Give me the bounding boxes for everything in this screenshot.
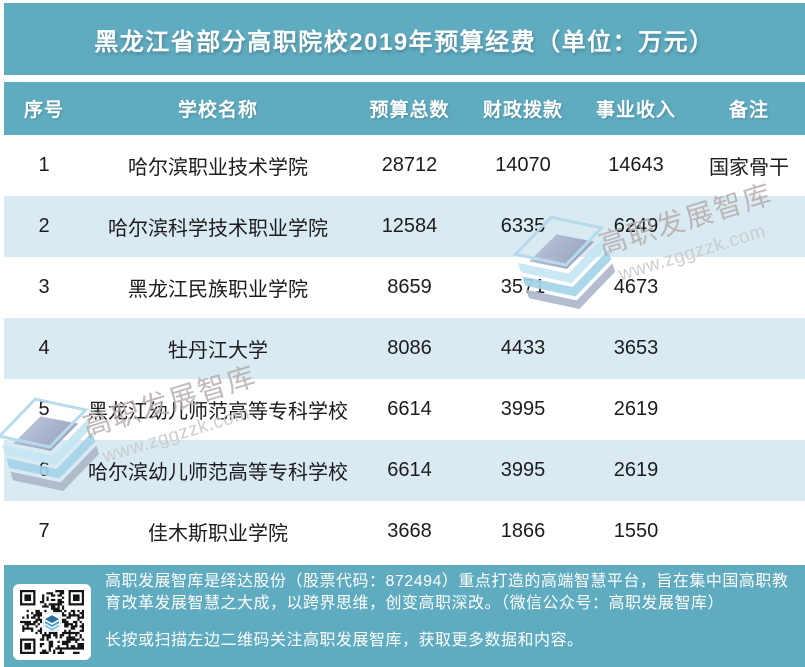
cell-index: 1 <box>38 154 50 176</box>
cell-fiscal-allocation: 4433 <box>500 337 546 359</box>
divider <box>0 75 805 82</box>
cell-index: 6 <box>38 459 50 481</box>
cell-index: 3 <box>38 276 50 298</box>
footer-text: 高职发展智库是绎达股份（股票代码：872494）重点打造的高端智慧平台，旨在集中… <box>105 571 793 652</box>
cell-business-income: 3653 <box>613 337 659 359</box>
table-row: 6 哈尔滨幼儿师范高等专科学校 6614 3995 2619 <box>4 440 805 501</box>
cell-index: 5 <box>38 398 50 420</box>
cell-fiscal-allocation: 1866 <box>500 520 546 542</box>
cell-index: 4 <box>38 337 50 359</box>
cell-budget-total: 6614 <box>387 459 432 481</box>
cell-school: 哈尔滨科学技术职业学院 <box>108 218 328 240</box>
header-fiscal-allocation: 财政拨款 <box>482 100 563 121</box>
footer-banner: 高职发展智库是绎达股份（股票代码：872494）重点打造的高端智慧平台，旨在集中… <box>4 565 805 667</box>
qr-code <box>13 584 91 660</box>
title-bar: 黑龙江省部分高职院校2019年预算经费（单位：万元） <box>4 3 805 75</box>
header-school: 学校名称 <box>177 100 258 121</box>
footer-about: 高职发展智库是绎达股份（股票代码：872494）重点打造的高端智慧平台，旨在集中… <box>105 573 789 612</box>
cell-index: 2 <box>38 215 50 237</box>
cell-budget-total: 28712 <box>381 154 438 176</box>
cell-fiscal-allocation: 3995 <box>500 459 546 481</box>
cell-fiscal-allocation: 6335 <box>500 215 546 237</box>
cell-school: 哈尔滨职业技术学院 <box>128 157 308 179</box>
cell-school: 佳木斯职业学院 <box>148 523 288 545</box>
cell-budget-total: 3668 <box>387 520 432 542</box>
qr-code-image <box>20 590 84 654</box>
table-row: 5 黑龙江幼儿师范高等专科学校 6614 3995 2619 <box>4 379 805 440</box>
table-row: 7 佳木斯职业学院 3668 1866 1550 <box>4 501 805 562</box>
qr-center-logo <box>43 613 61 631</box>
cell-school: 牡丹江大学 <box>168 340 268 362</box>
header-note: 备注 <box>728 100 769 121</box>
header-budget-total: 预算总数 <box>369 100 450 121</box>
table-row: 2 哈尔滨科学技术职业学院 12584 6335 6249 <box>4 196 805 257</box>
budget-table: 序号 学校名称 预算总数 财政拨款 事业收入 备注 1 哈尔滨职业技术学院 28… <box>4 82 805 562</box>
cell-business-income: 4673 <box>613 276 659 298</box>
cell-business-income: 6249 <box>613 215 659 237</box>
cell-budget-total: 6614 <box>387 398 432 420</box>
cell-business-income: 1550 <box>613 520 659 542</box>
cell-business-income: 2619 <box>613 398 659 420</box>
table-row: 1 哈尔滨职业技术学院 28712 14070 14643 国家骨干 <box>4 135 805 196</box>
table-row: 4 牡丹江大学 8086 4433 3653 <box>4 318 805 379</box>
cell-budget-total: 8659 <box>387 276 432 298</box>
cell-business-income: 14643 <box>608 154 664 176</box>
cell-fiscal-allocation: 3571 <box>500 276 546 298</box>
cell-fiscal-allocation: 14070 <box>495 154 551 176</box>
cell-index: 7 <box>38 520 50 542</box>
cell-budget-total: 12584 <box>381 215 438 237</box>
cell-school: 黑龙江民族职业学院 <box>128 279 308 301</box>
header-business-income: 事业收入 <box>595 100 676 121</box>
cell-fiscal-allocation: 3995 <box>500 398 546 420</box>
table-header-row: 序号 学校名称 预算总数 财政拨款 事业收入 备注 <box>4 82 805 135</box>
footer-cta: 长按或扫描左边二维码关注高职发展智库，获取更多数据和内容。 <box>105 632 584 649</box>
cell-business-income: 2619 <box>613 459 659 481</box>
table-row: 3 黑龙江民族职业学院 8659 3571 4673 <box>4 257 805 318</box>
cell-school: 黑龙江幼儿师范高等专科学校 <box>88 401 348 423</box>
page-title: 黑龙江省部分高职院校2019年预算经费（单位：万元） <box>94 28 715 56</box>
cell-note: 国家骨干 <box>709 157 789 179</box>
cell-budget-total: 8086 <box>387 337 432 359</box>
cell-school: 哈尔滨幼儿师范高等专科学校 <box>88 462 348 484</box>
header-index: 序号 <box>23 100 64 121</box>
